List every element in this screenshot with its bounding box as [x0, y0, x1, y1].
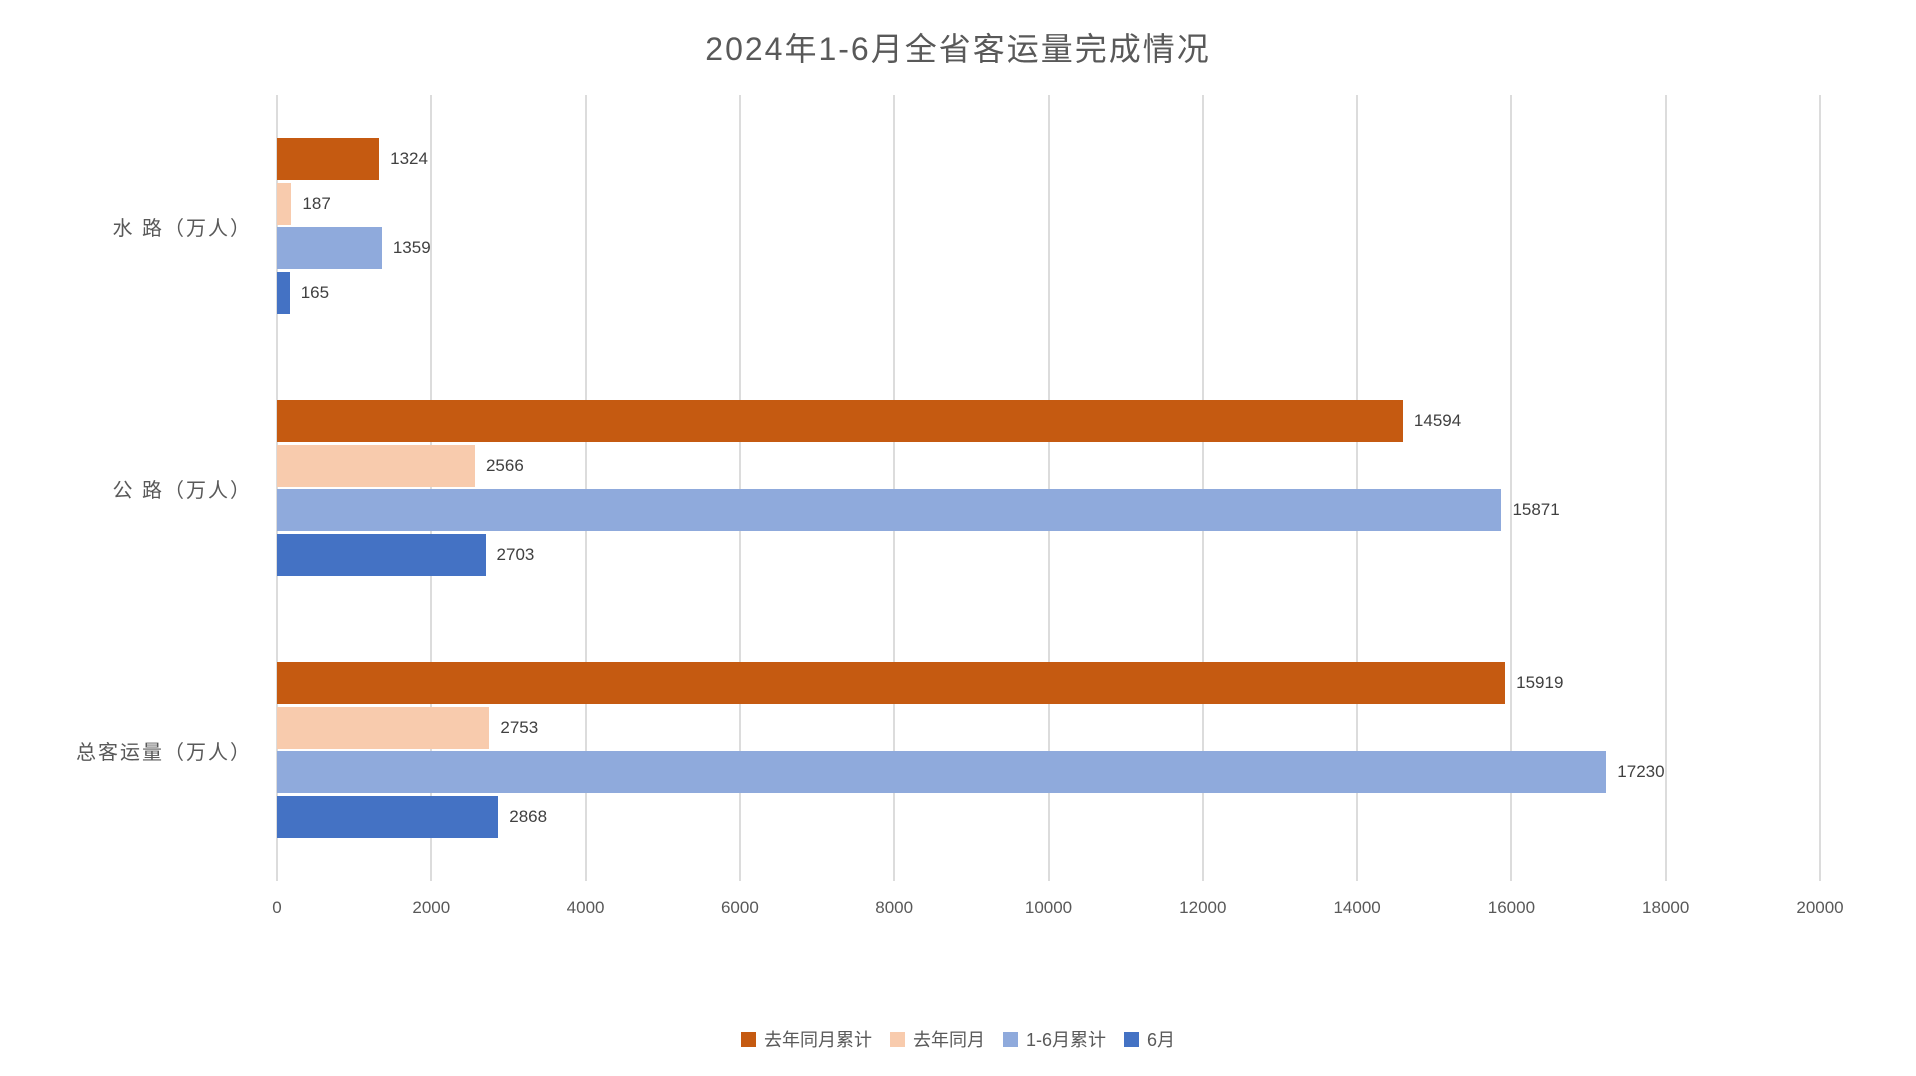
- x-axis-tick-label: 14000: [1333, 898, 1381, 917]
- category-label: 水 路（万人）: [112, 217, 252, 240]
- category-axis: 水 路（万人） 公 路（万人） 总客运量（万人）: [0, 95, 252, 881]
- bar-row: 15919: [277, 662, 1820, 705]
- x-axis-tick-label: 20000: [1796, 898, 1844, 917]
- bar-row: 2703: [277, 533, 1820, 576]
- x-axis-tick-label: 2000: [412, 898, 451, 917]
- bar-去年同月: [277, 182, 292, 225]
- bar-row: 165: [277, 271, 1820, 314]
- bar-6月: [277, 271, 290, 314]
- gridline: [1510, 95, 1513, 881]
- legend: 去年同月累计 去年同月 1-6月累计 6月: [0, 1026, 1916, 1052]
- bar-value-label: 187: [302, 193, 331, 213]
- bar-value-label: 15871: [1512, 500, 1560, 520]
- bar-row: 2868: [277, 795, 1820, 838]
- category-label: 公 路（万人）: [112, 479, 252, 502]
- legend-swatch-icon: [740, 1031, 756, 1047]
- legend-item: 6月: [1124, 1026, 1175, 1052]
- bar-value-label: 165: [300, 282, 330, 302]
- bar-row: 14594: [277, 400, 1820, 443]
- bar-去年同月累计: [277, 662, 1506, 705]
- x-axis-tick-label: 12000: [1179, 898, 1227, 917]
- bar-row: 2753: [277, 706, 1820, 749]
- gridline: [430, 95, 433, 881]
- bar-value-label: 1359: [392, 238, 431, 258]
- gridline: [738, 95, 741, 881]
- legend-item: 1-6月累计: [1002, 1026, 1106, 1052]
- legend-item: 去年同月: [889, 1026, 985, 1052]
- bar-6月: [277, 795, 499, 838]
- bar-bands: 1324 187 1359 165 14594 2566 15871 2703 15919 275…: [277, 95, 1820, 881]
- gridline: [1356, 95, 1359, 881]
- bar-1-6月累计: [277, 489, 1502, 532]
- bar-value-label: 2753: [500, 717, 539, 737]
- bar-1-6月累计: [277, 751, 1607, 794]
- category-label: 总客运量（万人）: [76, 741, 252, 764]
- x-axis: 0 2000 4000 6000 8000 10000 12000 14000 16000 180…: [272, 898, 1843, 922]
- legend-label: 1-6月累计: [1025, 1030, 1106, 1050]
- legend-label: 6月: [1147, 1030, 1176, 1050]
- gridline: [1664, 95, 1667, 881]
- bar-去年同月累计: [277, 400, 1403, 443]
- gridline: [893, 95, 896, 881]
- bar-value-label: 2868: [509, 806, 548, 826]
- x-axis-tick-label: 6000: [720, 898, 759, 917]
- bar-去年同月: [277, 706, 490, 749]
- bar-group: 15919 2753 17230 2868: [277, 619, 1820, 881]
- bar-value-label: 2566: [485, 455, 524, 475]
- legend-swatch-icon: [1124, 1031, 1139, 1047]
- bar-row: 1359: [277, 227, 1820, 270]
- bar-group: 14594 2566 15871 2703: [277, 357, 1820, 619]
- bar-value-label: 14594: [1413, 411, 1462, 431]
- x-axis-tick-label: 0: [272, 898, 282, 917]
- bar-6月: [277, 533, 486, 576]
- bar-row: 187: [277, 182, 1820, 225]
- gridline: [1819, 95, 1821, 881]
- legend-label: 去年同月累计: [763, 1030, 872, 1050]
- bar-value-label: 2703: [496, 544, 535, 564]
- x-axis-tick-label: 18000: [1642, 898, 1690, 917]
- bar-row: 1324: [277, 138, 1820, 181]
- x-axis-tick-label: 16000: [1487, 898, 1536, 917]
- legend-label: 去年同月: [912, 1030, 985, 1050]
- gridline: [276, 95, 278, 881]
- bar-group: 1324 187 1359 165: [277, 95, 1820, 357]
- bar-去年同月: [277, 444, 475, 487]
- bar-row: 17230: [277, 751, 1820, 794]
- bar-value-label: 15919: [1516, 673, 1564, 693]
- bar-row: 15871: [277, 489, 1820, 532]
- bar-value-label: 1324: [390, 149, 428, 169]
- gridline: [1201, 95, 1204, 881]
- chart-title: 2024年1-6月全省客运量完成情况: [705, 31, 1211, 67]
- bar-1-6月累计: [277, 227, 382, 270]
- x-axis-tick-label: 10000: [1024, 898, 1073, 917]
- plot-area: 1324 187 1359 165 14594 2566 15871 2703 15919 275…: [276, 95, 1821, 881]
- x-axis-tick-label: 8000: [875, 898, 914, 917]
- legend-item: 去年同月累计: [740, 1026, 872, 1052]
- bar-value-label: 17230: [1617, 762, 1665, 782]
- gridline: [584, 95, 587, 881]
- legend-swatch-icon: [1002, 1031, 1018, 1047]
- legend-swatch-icon: [889, 1031, 905, 1047]
- gridline: [1047, 95, 1050, 881]
- bar-row: 2566: [277, 444, 1820, 487]
- x-axis-tick-label: 4000: [566, 898, 605, 917]
- bar-去年同月累计: [277, 138, 380, 181]
